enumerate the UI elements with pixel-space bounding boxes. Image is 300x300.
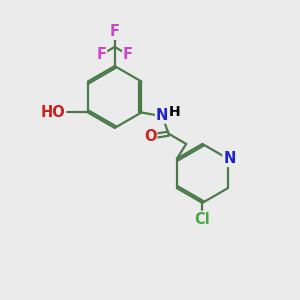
Text: F: F xyxy=(123,47,133,62)
Text: N: N xyxy=(223,151,236,166)
Text: Cl: Cl xyxy=(194,212,210,226)
Text: F: F xyxy=(96,47,106,62)
Text: O: O xyxy=(144,128,157,143)
Text: HO: HO xyxy=(40,105,65,120)
Text: H: H xyxy=(169,105,180,119)
Text: F: F xyxy=(110,24,120,39)
Text: N: N xyxy=(156,108,168,123)
